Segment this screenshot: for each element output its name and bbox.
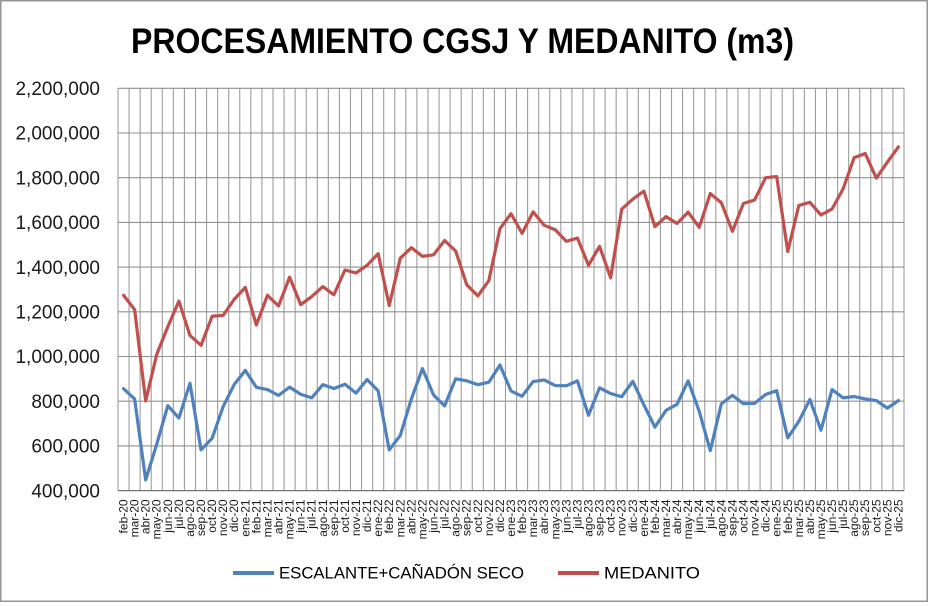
svg-text:ago-21: ago-21	[316, 499, 330, 537]
svg-text:mar-25: mar-25	[792, 499, 806, 537]
svg-text:feb-22: feb-22	[382, 499, 396, 533]
svg-text:nov-20: nov-20	[216, 499, 230, 536]
svg-text:nov-22: nov-22	[482, 499, 496, 536]
svg-text:jul-24: jul-24	[703, 499, 717, 530]
svg-text:abr-24: abr-24	[670, 499, 684, 534]
svg-text:jul-20: jul-20	[172, 499, 186, 530]
svg-text:nov-24: nov-24	[748, 499, 762, 536]
svg-text:jul-23: jul-23	[570, 499, 584, 530]
svg-text:mar-20: mar-20	[128, 499, 142, 537]
svg-text:may-21: may-21	[283, 499, 297, 539]
svg-text:ago-23: ago-23	[581, 499, 595, 537]
svg-text:feb-23: feb-23	[515, 499, 529, 533]
svg-text:2,200,000: 2,200,000	[15, 79, 100, 100]
svg-text:abr-22: abr-22	[404, 499, 418, 534]
svg-text:abr-21: abr-21	[272, 499, 286, 534]
svg-text:abr-25: abr-25	[803, 499, 817, 534]
svg-text:1,000,000: 1,000,000	[15, 347, 100, 368]
svg-text:oct-24: oct-24	[736, 499, 750, 533]
svg-text:feb-24: feb-24	[648, 499, 662, 533]
svg-text:jul-21: jul-21	[305, 499, 319, 530]
svg-text:dic-25: dic-25	[891, 499, 905, 532]
svg-text:jul-22: jul-22	[438, 499, 452, 530]
svg-text:jun-20: jun-20	[161, 499, 175, 534]
svg-text:1,800,000: 1,800,000	[15, 168, 100, 189]
svg-text:1,400,000: 1,400,000	[15, 258, 100, 279]
svg-text:dic-20: dic-20	[227, 499, 241, 532]
svg-text:abr-23: abr-23	[537, 499, 551, 534]
svg-text:jun-24: jun-24	[692, 499, 706, 534]
svg-text:ene-25: ene-25	[770, 499, 784, 537]
svg-text:1,600,000: 1,600,000	[15, 213, 100, 234]
svg-text:sep-24: sep-24	[725, 499, 739, 536]
svg-text:may-22: may-22	[415, 499, 429, 539]
svg-text:mar-23: mar-23	[526, 499, 540, 537]
svg-text:dic-21: dic-21	[360, 499, 374, 532]
svg-text:may-20: may-20	[150, 499, 164, 539]
svg-text:ago-24: ago-24	[714, 499, 728, 537]
svg-text:may-25: may-25	[814, 499, 828, 539]
svg-text:sep-20: sep-20	[194, 499, 208, 536]
svg-text:ESCALANTE+CAÑADÓN SECO: ESCALANTE+CAÑADÓN SECO	[279, 563, 524, 583]
svg-text:MEDANITO: MEDANITO	[604, 565, 700, 583]
svg-text:oct-22: oct-22	[471, 499, 485, 533]
svg-text:may-24: may-24	[681, 499, 695, 539]
svg-text:may-23: may-23	[548, 499, 562, 539]
svg-text:sep-25: sep-25	[858, 499, 872, 536]
svg-text:ene-21: ene-21	[238, 499, 252, 537]
svg-text:nov-25: nov-25	[880, 499, 894, 536]
svg-text:feb-21: feb-21	[249, 499, 263, 533]
svg-text:ago-25: ago-25	[847, 499, 861, 537]
svg-text:800,000: 800,000	[31, 392, 100, 413]
svg-text:400,000: 400,000	[31, 481, 100, 502]
svg-text:oct-23: oct-23	[604, 499, 618, 533]
svg-text:dic-22: dic-22	[493, 499, 507, 532]
svg-text:feb-25: feb-25	[781, 499, 795, 533]
svg-text:ago-20: ago-20	[183, 499, 197, 537]
svg-text:PROCESAMIENTO CGSJ Y MEDANITO: PROCESAMIENTO CGSJ Y MEDANITO (m3)	[131, 22, 794, 61]
svg-text:oct-25: oct-25	[869, 499, 883, 533]
svg-text:jun-21: jun-21	[294, 499, 308, 534]
svg-text:sep-23: sep-23	[593, 499, 607, 536]
svg-text:ene-24: ene-24	[637, 499, 651, 537]
svg-text:sep-21: sep-21	[327, 499, 341, 536]
svg-text:mar-22: mar-22	[393, 499, 407, 537]
svg-text:nov-23: nov-23	[615, 499, 629, 536]
svg-text:ene-22: ene-22	[371, 499, 385, 537]
svg-text:ene-23: ene-23	[504, 499, 518, 537]
svg-text:abr-20: abr-20	[139, 499, 153, 534]
svg-text:jun-23: jun-23	[559, 499, 573, 534]
svg-text:2,000,000: 2,000,000	[15, 124, 100, 145]
svg-text:1,200,000: 1,200,000	[15, 303, 100, 324]
svg-text:ago-22: ago-22	[449, 499, 463, 537]
svg-text:600,000: 600,000	[31, 437, 100, 458]
svg-text:oct-20: oct-20	[205, 499, 219, 533]
svg-text:feb-20: feb-20	[117, 499, 131, 533]
svg-text:mar-21: mar-21	[260, 499, 274, 537]
svg-text:jun-22: jun-22	[427, 499, 441, 534]
svg-text:nov-21: nov-21	[349, 499, 363, 536]
svg-text:jul-25: jul-25	[836, 499, 850, 530]
svg-text:dic-23: dic-23	[626, 499, 640, 532]
svg-text:mar-24: mar-24	[659, 499, 673, 537]
svg-text:jun-25: jun-25	[825, 499, 839, 534]
svg-text:sep-22: sep-22	[460, 499, 474, 536]
svg-text:oct-21: oct-21	[338, 499, 352, 533]
svg-text:dic-24: dic-24	[759, 499, 773, 532]
